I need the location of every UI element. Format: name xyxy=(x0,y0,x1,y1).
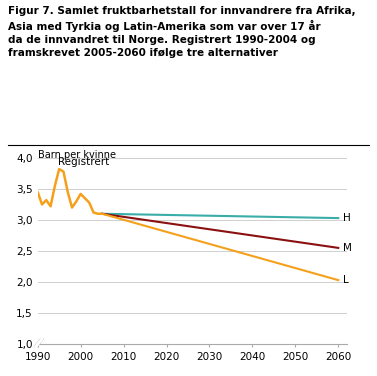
Text: Registrert: Registrert xyxy=(58,157,110,167)
Text: M: M xyxy=(343,243,351,253)
Text: Figur 7. Samlet fruktbarhetstall for innvandrere fra Afrika,
Asia med Tyrkia og : Figur 7. Samlet fruktbarhetstall for inn… xyxy=(8,6,355,58)
Text: Barn per kvinne: Barn per kvinne xyxy=(38,150,116,161)
Text: L: L xyxy=(343,275,348,285)
Text: H: H xyxy=(343,213,350,223)
